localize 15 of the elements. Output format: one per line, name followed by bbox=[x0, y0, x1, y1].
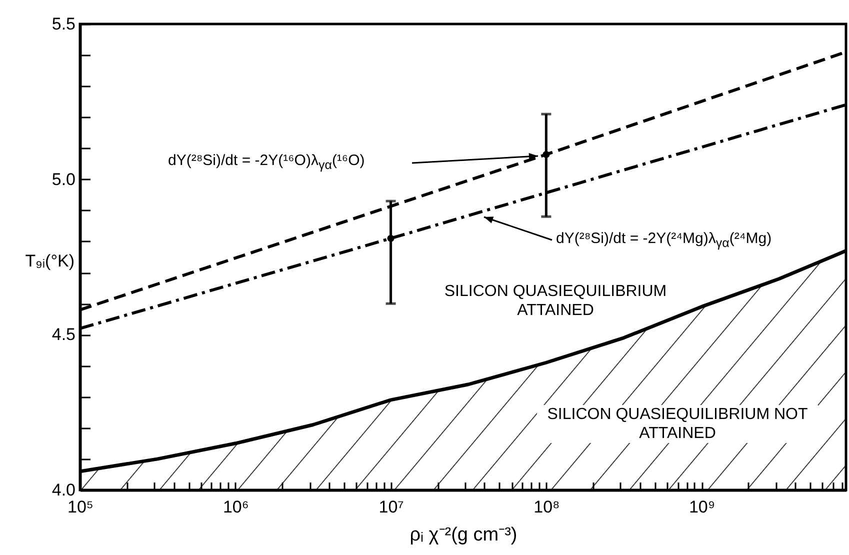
y-tick-label: 4.0 bbox=[52, 480, 76, 500]
annotation: dY(²⁸Si)/dt = -2Y(²⁴Mg)λ$_{γα}$(²⁴Mg) bbox=[556, 230, 772, 251]
x-tick-label: 10⁸ bbox=[534, 498, 560, 516]
x-tick-label: 10⁷ bbox=[378, 498, 404, 516]
y-tick-label: 5.5 bbox=[52, 14, 76, 34]
y-tick-label: 4.5 bbox=[52, 325, 76, 344]
annotation: dY(²⁸Si)/dt = -2Y(¹⁶O)λ$_{γα}$(¹⁶O) bbox=[168, 152, 365, 173]
y-axis-title: T₉ᵢ(°K) bbox=[25, 252, 74, 270]
x-tick-label: 10⁹ bbox=[688, 498, 716, 516]
x-tick-label: 10⁵ bbox=[68, 498, 94, 516]
x-tick-label: 10⁶ bbox=[222, 498, 249, 516]
annotation: SILICON QUASIEQUILIBRIUM ATTAINED bbox=[443, 282, 668, 320]
annotation: SILICON QUASIEQUILIBRIUM NOT ATTAINED bbox=[537, 405, 818, 444]
y-tick-label: 5.0 bbox=[52, 170, 76, 189]
x-axis-title: ρᵢ χ⁻²(g cm⁻³) bbox=[410, 524, 518, 546]
